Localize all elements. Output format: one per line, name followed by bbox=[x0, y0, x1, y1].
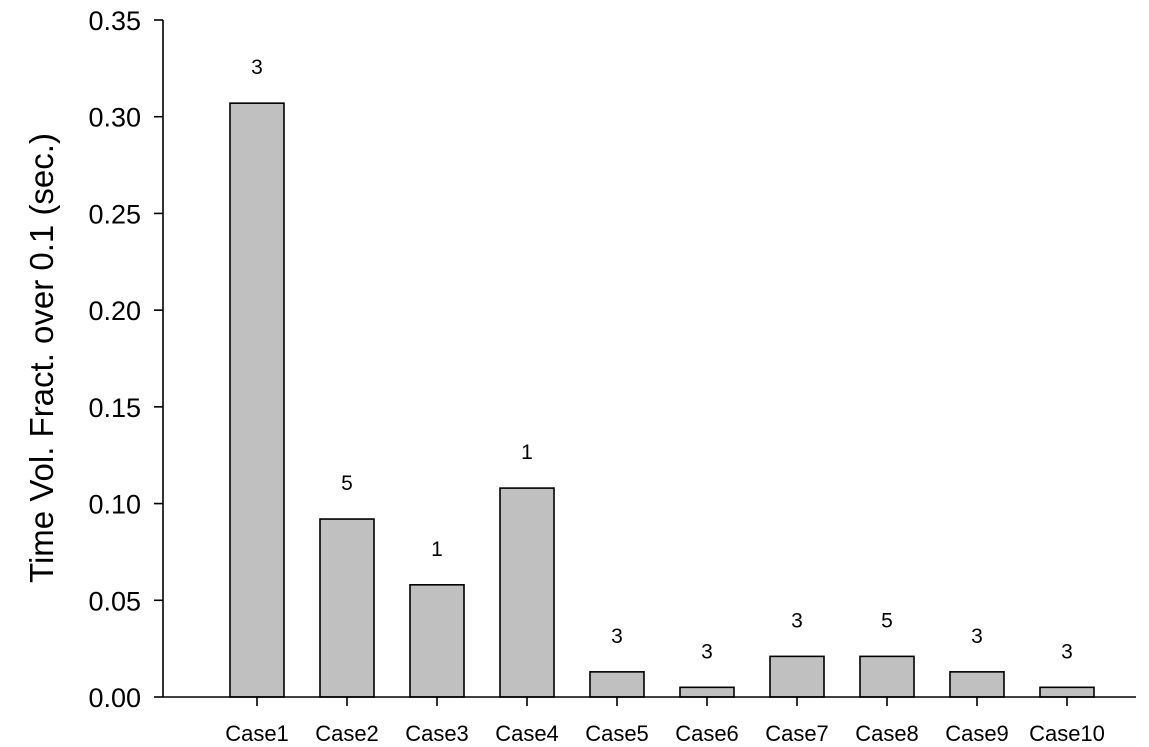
x-tick-label-case5: Case5 bbox=[585, 721, 649, 746]
bar-case4 bbox=[499, 487, 555, 698]
data-label-case10: 3 bbox=[1061, 640, 1073, 663]
x-tick-label-case7: Case7 bbox=[765, 721, 829, 746]
y-tick-label: 0.30 bbox=[88, 103, 141, 133]
y-tick-label: 0.00 bbox=[88, 683, 141, 713]
y-tick-label: 0.05 bbox=[88, 586, 141, 616]
x-tick-label-case2: Case2 bbox=[315, 721, 379, 746]
x-tick-label-case3: Case3 bbox=[405, 721, 469, 746]
x-tick-label-case6: Case6 bbox=[675, 721, 739, 746]
data-label-case1: 3 bbox=[251, 56, 263, 79]
y-tick-label: 0.25 bbox=[88, 199, 141, 229]
data-labels-group: 3 5 1 1 3 3 3 5 3 3 bbox=[251, 56, 1073, 663]
bar-case6 bbox=[679, 686, 735, 698]
x-tick-label-case9: Case9 bbox=[945, 721, 1009, 746]
y-tick-label: 0.15 bbox=[88, 393, 141, 423]
data-label-case9: 3 bbox=[971, 625, 983, 648]
bar-case9 bbox=[949, 671, 1005, 698]
y-tick-label: 0.20 bbox=[88, 296, 141, 326]
y-tick-label: 0.10 bbox=[88, 490, 141, 520]
data-label-case3: 1 bbox=[431, 538, 443, 561]
bar-case10 bbox=[1039, 686, 1095, 698]
x-ticks-group: Case1 Case2 Case3 Case4 Case5 Case6 Case7 Case8… bbox=[225, 697, 1105, 746]
data-label-case6: 3 bbox=[701, 640, 713, 663]
y-axis-title: Time Vol. Fract. over 0.1 (sec.) bbox=[23, 133, 60, 583]
data-label-case5: 3 bbox=[611, 625, 623, 648]
x-tick-label-case1: Case1 bbox=[225, 721, 289, 746]
bar-case1 bbox=[229, 102, 285, 698]
data-label-case7: 3 bbox=[791, 609, 803, 632]
bar-case8 bbox=[859, 655, 915, 698]
data-label-case4: 1 bbox=[521, 441, 533, 464]
bar-case7 bbox=[769, 655, 825, 698]
x-tick-label-case4: Case4 bbox=[495, 721, 559, 746]
bar-case5 bbox=[589, 671, 645, 698]
x-tick-label-case8: Case8 bbox=[855, 721, 919, 746]
data-label-case8: 5 bbox=[881, 609, 893, 632]
bar-case3 bbox=[409, 584, 465, 698]
y-tick-label: 0.35 bbox=[88, 6, 141, 36]
x-tick-label-case10: Case10 bbox=[1029, 721, 1105, 746]
bars-group bbox=[229, 102, 1095, 698]
y-ticks-group: 0.00 0.05 0.10 0.15 0.20 0.25 0.30 0.35 bbox=[88, 6, 163, 713]
data-label-case2: 5 bbox=[341, 472, 353, 495]
bar-case2 bbox=[319, 518, 375, 698]
